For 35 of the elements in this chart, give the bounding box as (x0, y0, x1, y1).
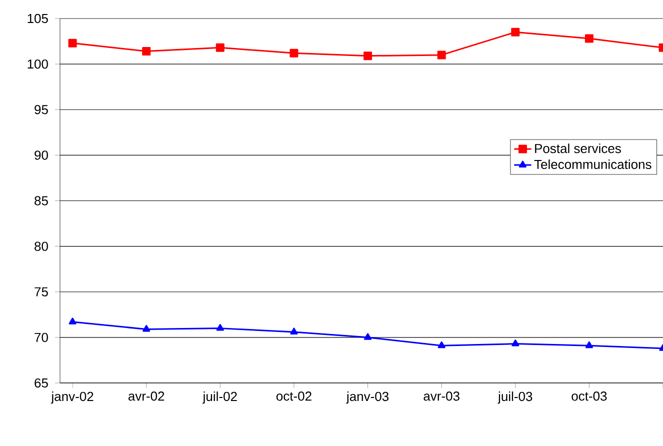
y-tick-label: 100 (28, 59, 48, 69)
y-tick-label: 75 (34, 287, 48, 296)
y-tick-label: 65 (34, 378, 48, 388)
y-tick-label: 95 (34, 105, 48, 114)
point (437, 50, 446, 60)
point (68, 318, 76, 324)
x-tick-label: janv-03 (346, 392, 389, 404)
point (364, 333, 372, 340)
x-tick-label: oct-02 (276, 392, 312, 401)
point (584, 34, 594, 43)
x-tick-label: avr-03 (424, 392, 460, 401)
x-tick-label: oct-03 (572, 392, 607, 401)
point (438, 341, 446, 348)
point (216, 43, 224, 52)
y-tick-label: 70 (34, 332, 48, 342)
y-tick-label: 90 (34, 150, 48, 160)
legend-label: Telecommunications (534, 159, 652, 170)
y-tick-label: 85 (34, 196, 48, 206)
legend-label: Postal services (535, 144, 621, 154)
point (142, 47, 151, 56)
point (216, 324, 224, 331)
point (585, 341, 593, 348)
x-tick-label: juil-03 (498, 392, 532, 404)
point (290, 48, 298, 58)
x-tick-label: juil-02 (202, 392, 237, 404)
x-tick-label: janv-02 (50, 392, 94, 404)
point (511, 28, 520, 36)
point (290, 328, 298, 334)
point (68, 38, 77, 48)
y-tick-label: 80 (34, 242, 48, 251)
x-tick-label: avr-02 (128, 392, 164, 401)
point (512, 340, 520, 346)
point (142, 324, 150, 332)
point (364, 52, 372, 60)
y-tick-label: 105 (28, 14, 48, 24)
